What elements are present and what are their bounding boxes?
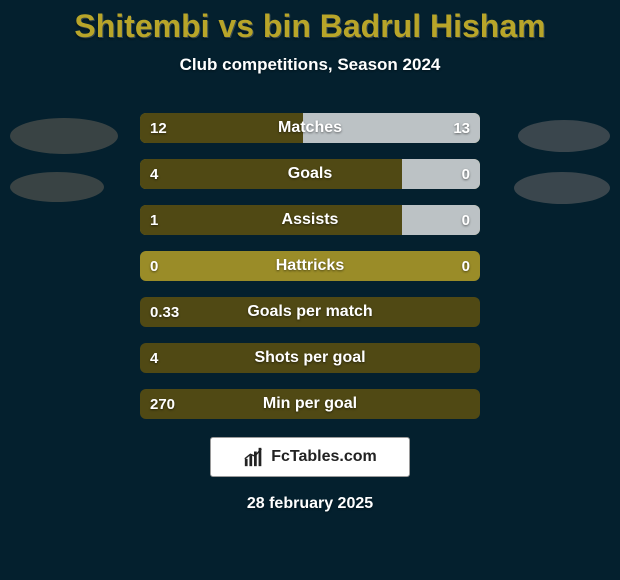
row-overlay: 0.33Goals per match — [140, 297, 480, 327]
stat-label: Matches — [140, 113, 480, 143]
row-overlay: 270Min per goal — [140, 389, 480, 419]
stat-label: Shots per goal — [140, 343, 480, 373]
row-overlay: 4Goals0 — [140, 159, 480, 189]
date-text: 28 february 2025 — [0, 495, 620, 513]
stat-label: Hattricks — [140, 251, 480, 281]
subtitle: Club competitions, Season 2024 — [0, 55, 620, 75]
row-overlay: 0Hattricks0 — [140, 251, 480, 281]
brand-text: FcTables.com — [271, 448, 377, 466]
page: Shitembi vs bin Badrul Hisham Club compe… — [0, 0, 620, 580]
stat-row: 4Goals0 — [140, 159, 480, 189]
stat-row: 4Shots per goal — [140, 343, 480, 373]
right-value: 0 — [452, 205, 480, 235]
right-value: 0 — [452, 159, 480, 189]
stat-bars: 12Matches134Goals01Assists00Hattricks00.… — [70, 113, 550, 419]
right-value: 13 — [443, 113, 480, 143]
stat-row: 270Min per goal — [140, 389, 480, 419]
stat-row: 0.33Goals per match — [140, 297, 480, 327]
brand-box[interactable]: FcTables.com — [210, 437, 410, 477]
chart-icon — [243, 446, 265, 468]
stat-label: Goals per match — [140, 297, 480, 327]
stat-row: 1Assists0 — [140, 205, 480, 235]
page-title: Shitembi vs bin Badrul Hisham — [0, 0, 620, 45]
stat-row: 12Matches13 — [140, 113, 480, 143]
row-overlay: 1Assists0 — [140, 205, 480, 235]
stat-label: Goals — [140, 159, 480, 189]
right-value: 0 — [452, 251, 480, 281]
stat-row: 0Hattricks0 — [140, 251, 480, 281]
row-overlay: 12Matches13 — [140, 113, 480, 143]
stat-label: Assists — [140, 205, 480, 235]
row-overlay: 4Shots per goal — [140, 343, 480, 373]
stat-label: Min per goal — [140, 389, 480, 419]
